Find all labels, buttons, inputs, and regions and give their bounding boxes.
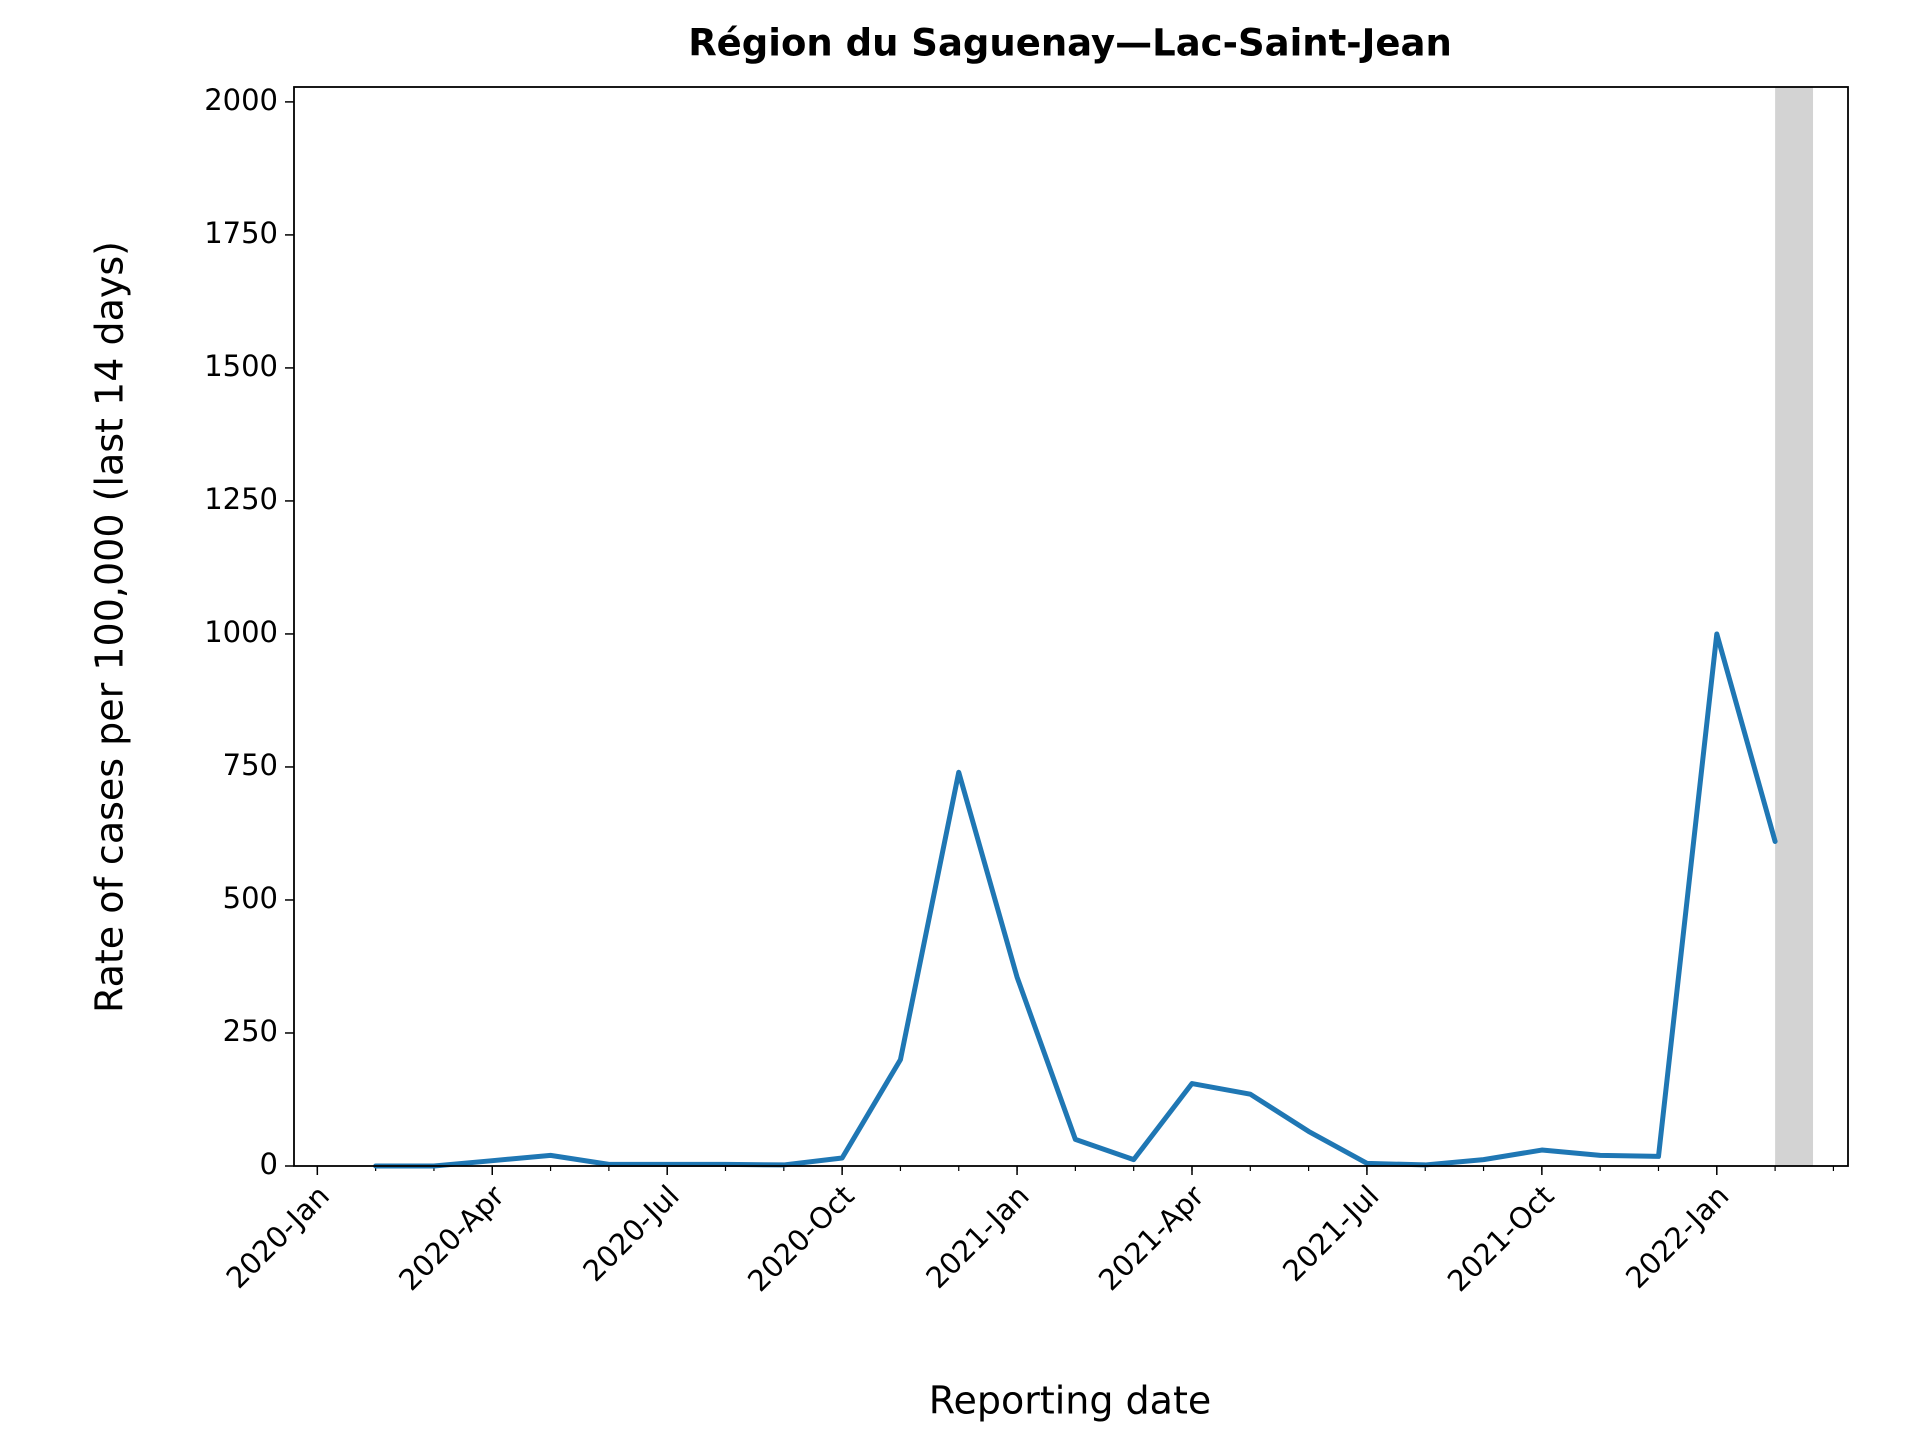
y-tick-label: 500 bbox=[223, 881, 278, 915]
line bbox=[373, 631, 1778, 1169]
plot-frame bbox=[293, 86, 1849, 1167]
y-tick-label: 1000 bbox=[204, 615, 278, 649]
y-tick-label: 0 bbox=[260, 1147, 278, 1181]
x-tick-label: 2021-Jan bbox=[919, 1179, 1035, 1295]
y-tick-label: 750 bbox=[223, 748, 278, 782]
x-tick-label: 2021-Jul bbox=[1276, 1179, 1386, 1289]
x-tick-label: 2020-Apr bbox=[392, 1179, 511, 1298]
x-tick-label: 2021-Apr bbox=[1092, 1179, 1211, 1298]
x-tick-label: 2020-Jan bbox=[220, 1179, 336, 1295]
y-axis-label: Rate of cases per 100,000 (last 14 days) bbox=[88, 241, 132, 1013]
shaded-period bbox=[1775, 87, 1814, 1166]
y-tick-label: 250 bbox=[223, 1014, 278, 1048]
x-tick-label: 2020-Oct bbox=[741, 1179, 861, 1299]
x-axis-label: Reporting date bbox=[929, 1379, 1212, 1423]
y-tick-label: 1750 bbox=[204, 216, 278, 250]
y-tick-label: 2000 bbox=[204, 83, 278, 117]
x-tick-label: 2021-Oct bbox=[1441, 1179, 1561, 1299]
y-tick-label: 1500 bbox=[204, 349, 278, 383]
x-tick-label: 2022-Jan bbox=[1619, 1179, 1735, 1295]
x-tick-label: 2020-Jul bbox=[576, 1179, 686, 1289]
y-tick-label: 1250 bbox=[204, 482, 278, 516]
chart-title: Région du Saguenay—Lac-Saint-Jean bbox=[688, 22, 1452, 65]
